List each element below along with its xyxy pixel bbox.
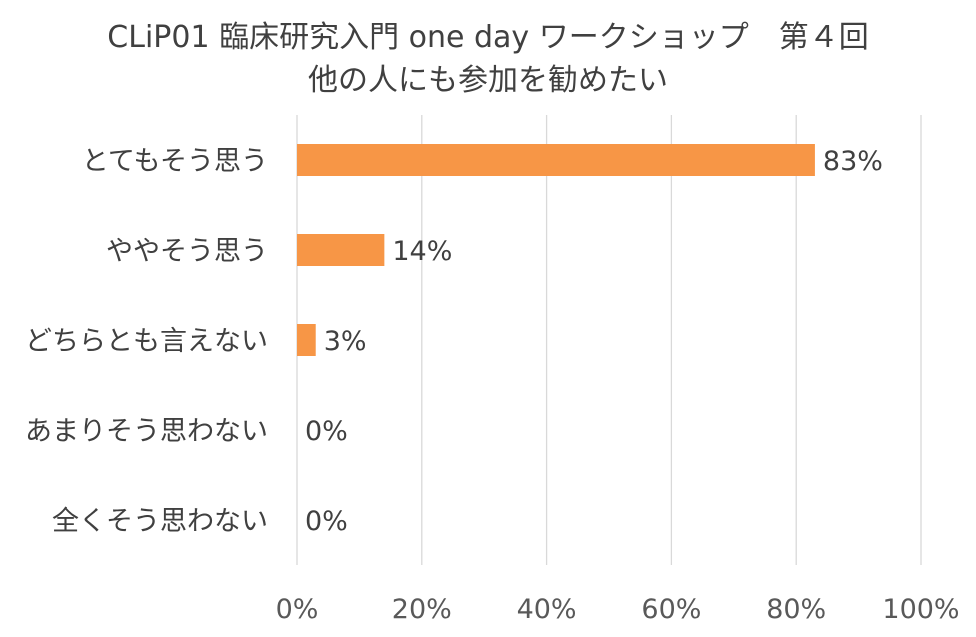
data-label: 83%: [823, 146, 883, 177]
data-label: 0%: [305, 416, 348, 447]
data-label: 14%: [392, 236, 452, 267]
bars: [297, 144, 815, 356]
x-tick-label: 100%: [882, 594, 959, 625]
bar: [297, 144, 815, 176]
bar: [297, 324, 316, 356]
x-tick-label: 80%: [766, 594, 826, 625]
x-tick-label: 0%: [276, 594, 319, 625]
chart-title-line-1: CLiP01 臨床研究入門 one day ワークショップ 第４回: [107, 20, 868, 55]
labels: 0% 20% 40% 60% 80% 100% とてもそう思う 83% ややそう思う 14% どちら…: [25, 146, 960, 625]
data-label: 0%: [305, 506, 348, 537]
x-tick-label: 40%: [517, 594, 577, 625]
category-label: とてもそう思う: [82, 146, 268, 177]
category-label: あまりそう思わない: [25, 416, 268, 447]
x-tick-label: 60%: [641, 594, 701, 625]
chart-title-line-2: 他の人にも参加を勧めたい: [308, 63, 668, 98]
bar: [297, 234, 385, 266]
x-tick-label: 20%: [392, 594, 452, 625]
category-label: どちらとも言えない: [25, 326, 268, 357]
gridlines: [296, 115, 922, 565]
data-label: 3%: [324, 326, 367, 357]
category-label: 全くそう思わない: [52, 506, 268, 537]
category-label: ややそう思う: [106, 236, 268, 267]
